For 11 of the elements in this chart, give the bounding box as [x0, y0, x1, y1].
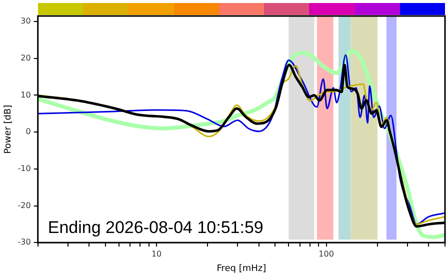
x-axis-title: Freq [mHz] — [216, 264, 266, 274]
annotation: Ending 2026-08-04 10:51:59 — [48, 218, 264, 237]
y-tick-label: -20 — [18, 200, 31, 210]
y-tick-label: 0 — [26, 127, 31, 136]
y-tick-label: 10 — [20, 90, 31, 100]
y-tick-label: -30 — [18, 238, 31, 247]
y-axis-title: Power [dB] — [4, 104, 14, 154]
x-tick-label: 100 — [318, 249, 334, 258]
y-tick-label: 20 — [20, 53, 31, 62]
y-tick-label: 30 — [20, 16, 31, 26]
y-tick-label: -10 — [18, 164, 31, 173]
